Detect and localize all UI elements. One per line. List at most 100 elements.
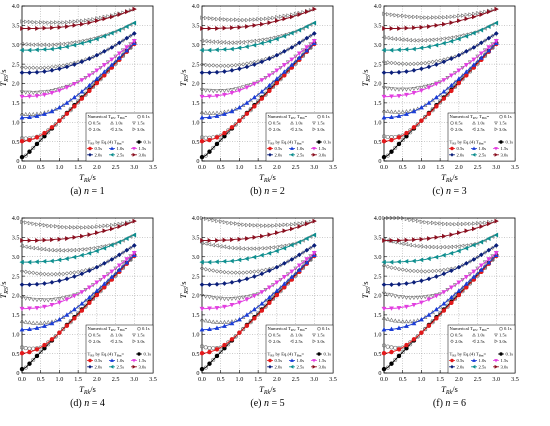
y-tick-label: 1.5	[12, 312, 20, 319]
numerical-point	[76, 312, 81, 317]
numerical-point	[210, 242, 215, 248]
numerical-point	[23, 42, 28, 47]
numerical-point	[23, 346, 28, 351]
equation-point	[64, 85, 70, 90]
equation-point	[381, 306, 387, 312]
legend-equation-label: 1.0s	[479, 358, 487, 363]
numerical-point	[385, 134, 390, 139]
equation-point	[396, 281, 402, 287]
equation-point	[86, 294, 92, 300]
series-1.0s	[19, 40, 137, 120]
x-tick-label: 2.0	[455, 164, 463, 171]
equation-point	[34, 94, 40, 99]
equation-point	[441, 252, 446, 258]
numerical-point	[237, 62, 242, 67]
numerical-point	[241, 85, 246, 90]
equation-point	[132, 218, 137, 224]
equation-point	[214, 141, 220, 147]
numerical-point	[34, 271, 40, 276]
numerical-point	[290, 12, 295, 17]
numerical-point	[389, 36, 394, 41]
numerical-point	[400, 319, 405, 324]
numerical-point	[214, 296, 220, 301]
equation-point	[494, 6, 499, 12]
equation-point	[251, 306, 257, 312]
legend-numerical-label: 1.5s	[499, 333, 507, 338]
legend-numerical-label: 2.0s	[93, 339, 101, 344]
equation-point	[297, 224, 302, 229]
equation-point	[419, 118, 424, 123]
numerical-point	[300, 26, 305, 31]
equation-point	[311, 243, 317, 248]
x-tick-label: 3.0	[310, 164, 318, 171]
series-1.5s	[381, 251, 499, 312]
equation-point	[471, 62, 477, 67]
equation-point	[449, 88, 454, 94]
numerical-point	[68, 108, 73, 113]
numerical-point	[222, 89, 227, 93]
legend-numerical-marker	[472, 333, 476, 337]
numerical-point	[460, 289, 465, 294]
equation-point	[418, 45, 424, 51]
numerical-point	[211, 16, 216, 21]
numerical-point	[49, 298, 55, 302]
numerical-point	[382, 134, 386, 139]
equation-point	[199, 115, 205, 120]
equation-point	[214, 281, 220, 287]
numerical-point	[385, 365, 390, 370]
numerical-point	[27, 90, 32, 95]
legend-equation-marker	[317, 352, 321, 356]
numerical-point	[241, 270, 246, 275]
equation-point	[200, 26, 205, 31]
equation-point	[448, 294, 454, 300]
equation-point	[456, 76, 462, 81]
x-tick-label: 1.5	[254, 376, 262, 383]
numerical-point	[404, 37, 409, 42]
numerical-point	[72, 247, 77, 253]
equation-point	[389, 70, 394, 75]
equation-markers	[19, 31, 137, 75]
numerical-point	[256, 312, 261, 317]
legend-numerical-label: 0.1s	[504, 114, 512, 119]
equation-point	[207, 349, 212, 355]
series-1.5s	[199, 251, 317, 312]
numerical-point	[87, 225, 92, 230]
numerical-point	[222, 219, 227, 225]
series-2.0s	[381, 243, 499, 287]
numerical-point	[31, 221, 36, 226]
legend-numerical-marker	[312, 121, 316, 125]
legend-numerical-marker	[137, 115, 141, 119]
x-tick-label: 0.5	[399, 376, 407, 383]
series-1.0s	[19, 252, 137, 332]
equation-line	[384, 252, 497, 310]
numerical-point	[226, 297, 231, 302]
numerical-point	[226, 88, 231, 93]
equation-point	[434, 62, 439, 67]
legend-numerical-marker	[110, 127, 114, 132]
numerical-point	[46, 20, 51, 25]
numerical-point	[218, 89, 223, 93]
equation-point	[381, 351, 387, 356]
legend-equation-label: 2.5s	[297, 364, 305, 369]
equation-point	[214, 94, 220, 99]
numerical-point	[293, 11, 298, 17]
y-tick-label: 1.0	[192, 119, 200, 126]
legend-equation-label: 0.5s	[275, 358, 283, 363]
equation-point	[244, 297, 250, 302]
equation-point	[463, 245, 469, 251]
numerical-point	[445, 267, 450, 272]
numerical-point	[222, 17, 227, 22]
legend-numerical-label: 1.5s	[499, 121, 507, 126]
legend-equation-label: 3.0s	[139, 152, 147, 157]
equation-point	[486, 257, 492, 262]
numerical-point	[83, 304, 88, 309]
equation-point	[94, 36, 99, 42]
equation-point	[389, 326, 394, 332]
equation-point	[266, 250, 272, 256]
numerical-point	[234, 17, 238, 22]
equation-point	[207, 70, 212, 75]
equation-point	[382, 26, 387, 31]
x-tick-label: 0.0	[198, 376, 206, 383]
numerical-point	[31, 145, 36, 150]
numerical-point	[389, 87, 394, 91]
